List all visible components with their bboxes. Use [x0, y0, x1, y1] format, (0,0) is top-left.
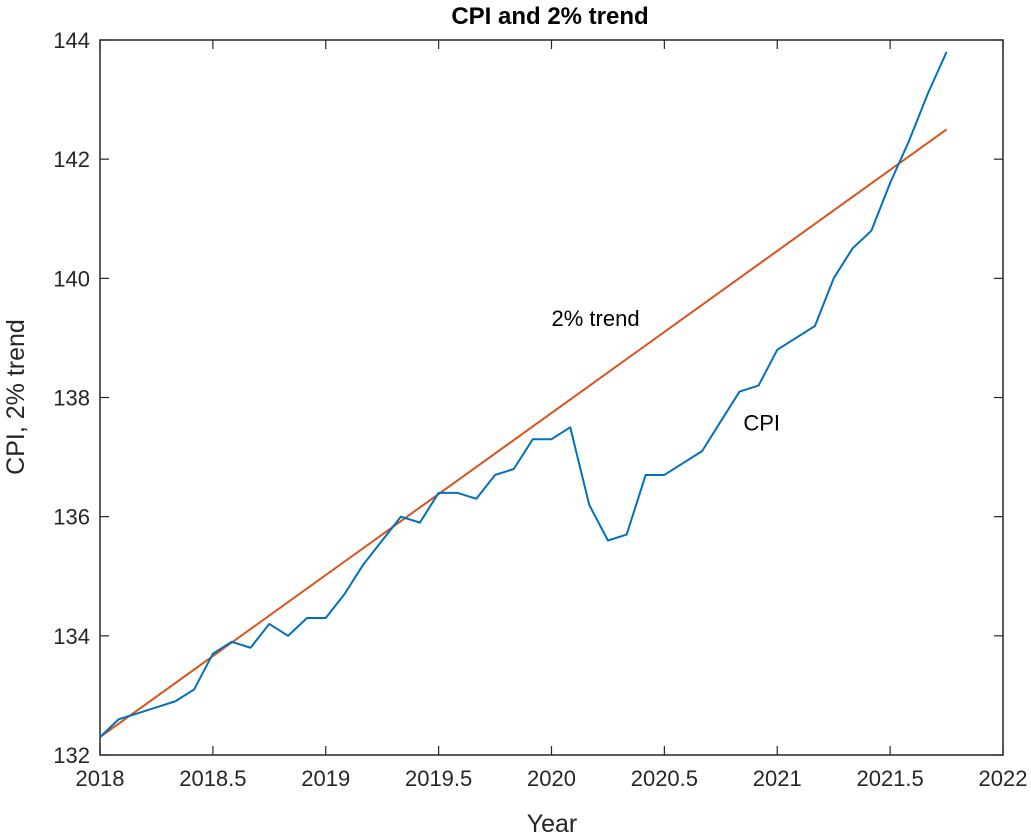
y-tick-label: 134: [53, 624, 90, 649]
chart-title: CPI and 2% trend: [451, 3, 648, 30]
x-axis-label: Year: [527, 810, 578, 837]
x-tick-label: 2019: [301, 766, 350, 791]
annotation-cpi: CPI: [743, 410, 780, 435]
annotation-trend: 2% trend: [552, 306, 640, 331]
y-tick-label: 140: [53, 266, 90, 291]
x-tick-label: 2021: [753, 766, 802, 791]
y-tick-label: 144: [53, 28, 90, 53]
x-tick-label: 2022: [979, 766, 1028, 791]
y-tick-label: 138: [53, 386, 90, 411]
x-tick-label: 2020: [527, 766, 576, 791]
y-tick-label: 132: [53, 743, 90, 768]
x-tick-label: 2021.5: [856, 766, 923, 791]
x-tick-label: 2019.5: [405, 766, 472, 791]
y-tick-label: 136: [53, 505, 90, 530]
y-axis-label: CPI, 2% trend: [2, 319, 30, 475]
x-tick-label: 2018.5: [179, 766, 246, 791]
x-tick-label: 2020.5: [631, 766, 698, 791]
plot-area: 2018 2018.5 2019 2019.5 2020 2020.5 2021 2021.5…: [53, 28, 1027, 791]
x-tick-label: 2018: [76, 766, 125, 791]
series-line-2-trend: [99, 128, 948, 738]
series-line-cpi: [99, 51, 948, 738]
y-tick-label: 142: [53, 147, 90, 172]
